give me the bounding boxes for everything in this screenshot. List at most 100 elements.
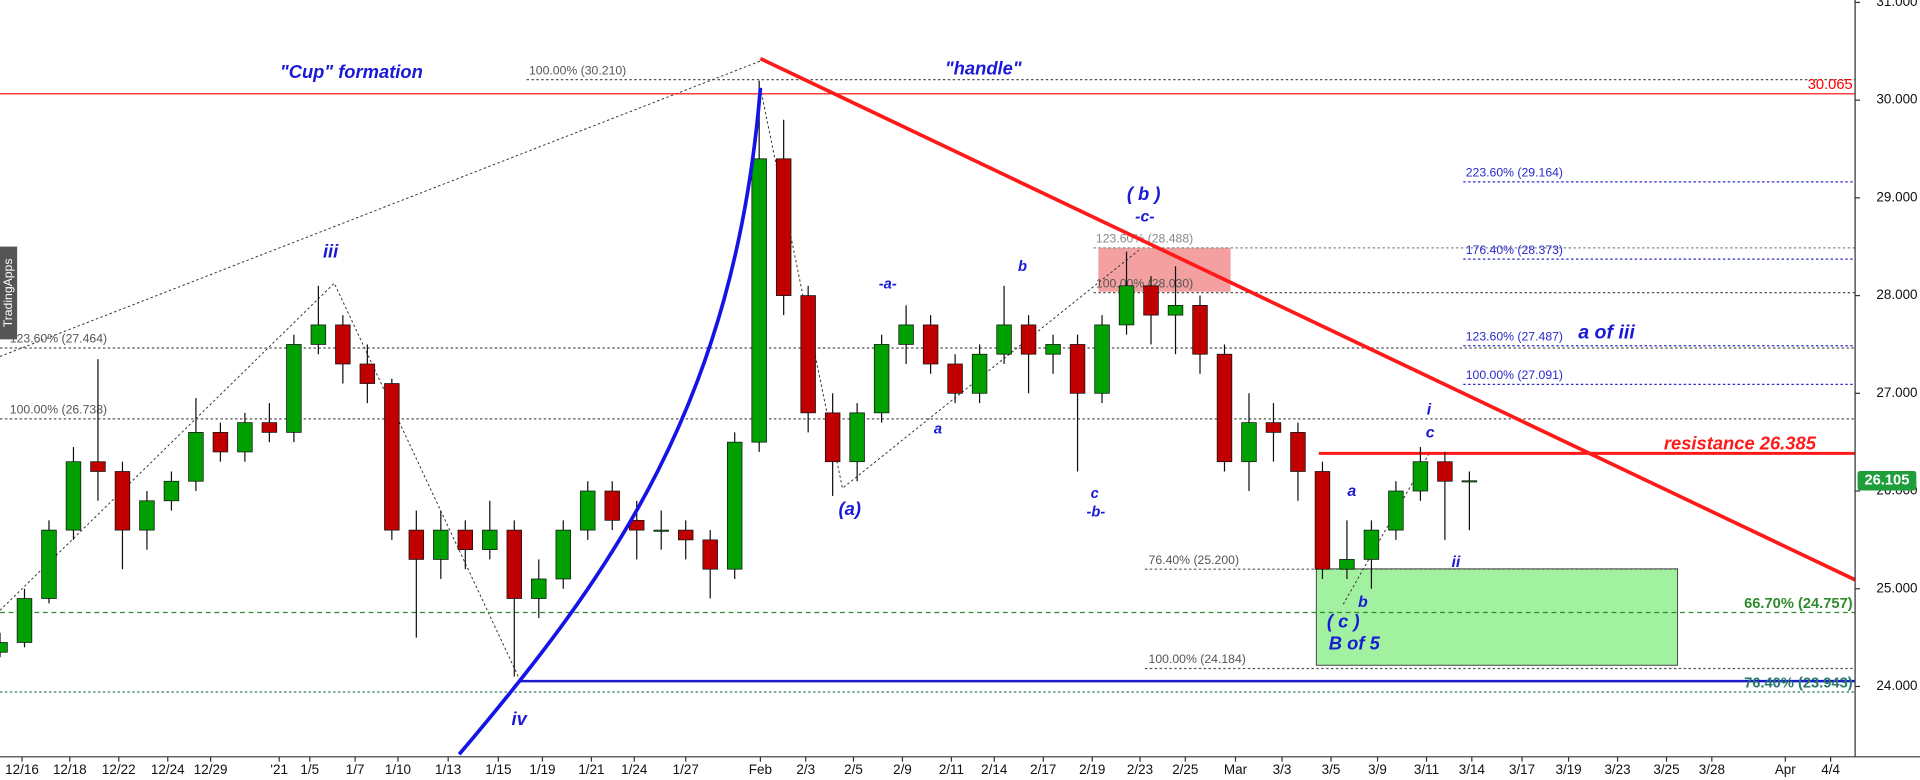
candle-body [237,422,253,453]
wave-label: a [1347,483,1356,500]
candle-body [898,324,914,345]
candle-body [384,383,400,531]
y-tick-label: 25.000 [1876,580,1917,595]
handle-trendline [759,56,1856,582]
x-tick-label: 1/21 [578,762,604,777]
last-price-box [1857,470,1917,491]
x-tick-label: 12/18 [53,762,87,777]
candle-body [506,529,522,599]
candle-body [90,461,106,472]
y-tick-label: 29.000 [1876,189,1917,204]
candle-body [310,324,327,345]
candle-body [1314,471,1331,570]
candle-body [751,158,767,443]
x-tick-label: 12/29 [194,762,228,777]
candle-body [433,529,449,560]
level-label: resistance 26.385 [1664,433,1817,454]
candle-body [65,461,82,531]
x-tick-label: 12/22 [102,762,136,777]
candle-body [1167,304,1184,316]
candle-body [922,324,939,365]
candle-body [604,490,620,521]
level-label: 123.60% (27.487) [1466,329,1563,343]
candle-body [531,578,547,599]
x-tick-label: 2/9 [893,762,912,777]
candle-body [702,539,718,570]
x-tick-label: 12/16 [5,762,39,777]
candle-body [1216,353,1233,463]
x-tick-label: 2/5 [844,762,863,777]
candle-body [359,363,376,384]
candle-body [947,363,963,394]
wave-label: ii [1451,554,1460,571]
x-tick-label: 1/24 [621,762,648,777]
level-label: 100.00% (24.184) [1149,652,1246,666]
wave-label: a [934,422,942,438]
level-label: 76.40% (25.200) [1149,553,1240,567]
x-tick-label: 3/14 [1459,762,1486,777]
candle-body [873,344,890,414]
candle-body [163,480,180,502]
x-tick-label: 1/19 [529,762,555,777]
wave-label: -b- [1087,505,1106,521]
level-label: 176.40% (28.373) [1466,243,1563,257]
pink-zone [1098,247,1231,292]
candle-body [824,412,841,463]
wave-label: B of 5 [1329,632,1381,653]
candle-body [653,529,669,532]
x-tick-label: Apr [1775,762,1796,777]
candle-body [286,344,302,433]
candle-body [775,158,792,296]
foreground: "Cup" formation "handle"iiiiv(a)-a-abc-b-… [0,56,1856,756]
y-tick-label: 30.000 [1876,92,1917,107]
wave-label: iii [323,241,339,262]
candle-body [335,324,351,365]
x-tick-label: Mar [1224,762,1248,777]
y-tick-label: 27.000 [1876,385,1917,400]
candle-body [212,432,229,453]
background-shapes [0,60,1856,683]
candle-body [1192,304,1208,355]
wave-label: c [1426,425,1435,442]
candle-body [1437,461,1453,482]
wave-label: ( b ) [1127,183,1161,204]
candle-body [1020,324,1037,355]
candle-body [1118,285,1135,326]
candle-body [482,529,498,551]
x-tick-label: 3/17 [1509,762,1535,777]
x-tick-label: 2/19 [1079,762,1105,777]
level-label: 100.00% (27.091) [1466,368,1563,382]
candle-body [555,529,571,580]
level-label: 123.60% (27.464) [10,332,107,346]
candle-body [1339,559,1355,570]
candle-body [996,324,1012,355]
dotted-trend [0,60,761,357]
x-tick-label: 3/9 [1368,762,1387,777]
x-tick-label: 4/4 [1821,762,1840,777]
x-tick-label: 2/14 [981,762,1008,777]
green-zone [1315,568,1679,666]
candle-body [1388,490,1404,531]
candle-body [800,295,816,414]
candle-body [1265,422,1282,433]
dotted-wave [759,87,1140,490]
candle-body [1290,432,1306,472]
level-label: 123.60% (28.488) [1096,232,1193,246]
candle-body [16,598,33,643]
x-tick-label: 1/27 [673,762,699,777]
wave-label: i [1427,401,1432,418]
level-label: 223.60% (29.164) [1466,166,1563,180]
candle-body [580,490,596,531]
x-tick-label: 3/11 [1414,762,1439,777]
level-label: 66.70% (24.757) [1744,596,1853,612]
wave-label: c [1091,486,1099,502]
x-tick-label: 3/25 [1653,762,1679,777]
wave-label: a of iii [1578,321,1635,343]
watermark: TradingApps [1,259,15,328]
level-label: 30.065 [1808,77,1853,93]
candle-body [139,500,155,531]
x-tick-label: 3/23 [1604,762,1630,777]
candle-body [1045,344,1061,355]
